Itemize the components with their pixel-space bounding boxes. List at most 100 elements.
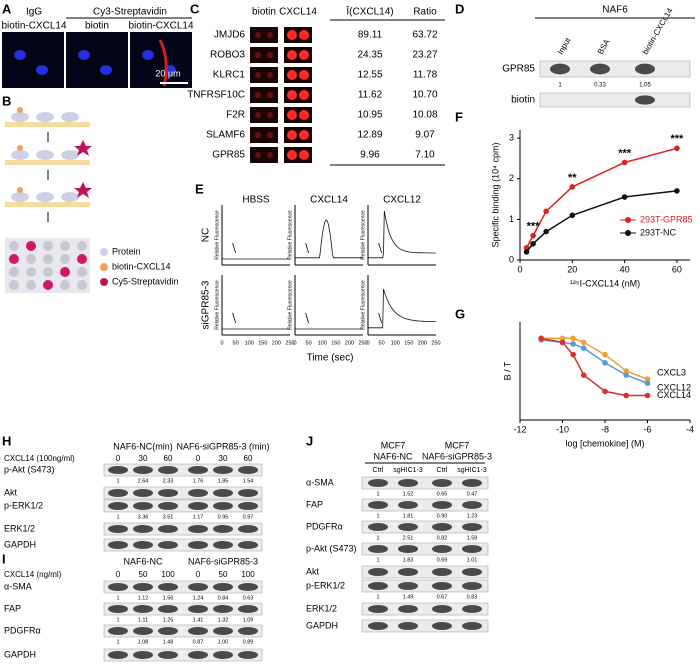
ratio: 7.10: [415, 150, 435, 161]
quant: 1: [376, 513, 379, 519]
band: [108, 466, 128, 474]
array-spot: [299, 90, 309, 100]
protein: [11, 112, 29, 122]
band: [158, 502, 178, 510]
protein: [61, 192, 79, 202]
band: [188, 651, 208, 659]
panel-letter: A: [2, 1, 12, 16]
spot: [60, 280, 70, 290]
column-label: HBSS: [242, 195, 270, 206]
blot-label: FAP: [306, 499, 323, 509]
column-label: CXCL12: [383, 195, 421, 206]
band: [590, 63, 610, 75]
quant: 1.56: [163, 595, 174, 601]
ratio: 63.72: [412, 30, 437, 41]
lane-label: Input: [556, 35, 573, 56]
series-line: [541, 337, 648, 380]
band: [188, 525, 208, 533]
array-spot: [255, 112, 261, 118]
blot-label: biotin: [511, 95, 535, 106]
column-label: biotin: [85, 21, 109, 32]
lane-label: BSA: [596, 37, 612, 56]
band: [108, 605, 128, 613]
blot: [361, 476, 489, 490]
array-image: [250, 47, 278, 63]
plate: [5, 160, 90, 165]
quant: 1.85: [218, 478, 229, 484]
array-spot: [255, 72, 261, 78]
band: [238, 525, 258, 533]
band: [398, 501, 418, 509]
quant: 1.08: [138, 639, 149, 645]
cell-stain: [158, 39, 168, 87]
point: [623, 368, 630, 374]
band: [238, 502, 258, 510]
quant: 0.33: [594, 83, 606, 89]
quant: 1.09: [243, 617, 254, 623]
band: [108, 525, 128, 533]
protein: [61, 150, 79, 160]
array-spot: [287, 50, 297, 60]
x-tick-label: 40: [620, 264, 630, 274]
legend-label: biotin-CXCL14: [112, 261, 171, 271]
point: [559, 339, 566, 346]
biotin-dot: [17, 107, 23, 113]
spot: [43, 241, 53, 251]
band: [158, 466, 178, 474]
array-image: [250, 127, 278, 143]
blot: [361, 498, 489, 512]
point: [570, 351, 576, 358]
treatment-label: CXCL14 (100ng/ml): [4, 454, 75, 463]
intensity: 12.89: [357, 130, 382, 141]
significance: ***: [527, 221, 541, 233]
axis-label: Relative Fluorescence: [287, 210, 293, 260]
band: [213, 541, 233, 549]
plate: [5, 122, 90, 127]
spot: [26, 267, 36, 277]
array-spot: [267, 152, 273, 158]
lane-label: 0: [116, 570, 121, 579]
point: [602, 360, 608, 366]
band: [635, 95, 655, 105]
lane-label: 60: [244, 454, 253, 463]
array-spot: [267, 72, 273, 78]
band: [462, 568, 482, 576]
blot-label: ERK1/2: [4, 523, 35, 533]
column-label: biotin-CXCL14: [128, 21, 193, 32]
blot-label: p-ERK1/2: [306, 580, 345, 590]
column-header: Ī(CXCL14): [346, 6, 393, 18]
quant: 0.97: [243, 514, 254, 520]
quant: 1.23: [467, 513, 478, 519]
series-label: CXCL14: [657, 390, 691, 400]
blot-label: α-SMA: [4, 581, 32, 591]
band: [213, 525, 233, 533]
array-image: [250, 87, 278, 103]
quant: 0.84: [218, 595, 229, 601]
x-tick-label: 100: [391, 340, 400, 346]
blot: [361, 602, 489, 616]
point: [543, 208, 549, 215]
trace: [295, 219, 363, 259]
x-tick-label: 0: [366, 340, 369, 346]
spot: [43, 280, 53, 290]
band: [462, 501, 482, 509]
axis-title: B / T: [502, 361, 512, 380]
band: [432, 523, 452, 531]
x-tick-label: 200: [418, 340, 427, 346]
array-spot: [287, 70, 297, 80]
row-label: siGPR85-3: [201, 280, 212, 329]
x-tick-label: 250: [358, 340, 367, 346]
column-header: biotin: [252, 7, 276, 18]
band: [188, 502, 208, 510]
lane-label: 50: [139, 570, 148, 579]
protein: [11, 150, 29, 160]
row-label: NC: [201, 228, 212, 242]
x-tick-label: 0: [517, 264, 522, 274]
axis-title: Time (sec): [307, 353, 354, 364]
band: [550, 63, 570, 75]
blot-label: p-ERK1/2: [4, 500, 43, 510]
blot-label: GAPDH: [306, 620, 338, 630]
legend-icon: [100, 278, 108, 286]
x-tick-label: 50: [379, 340, 385, 346]
band: [462, 622, 482, 630]
